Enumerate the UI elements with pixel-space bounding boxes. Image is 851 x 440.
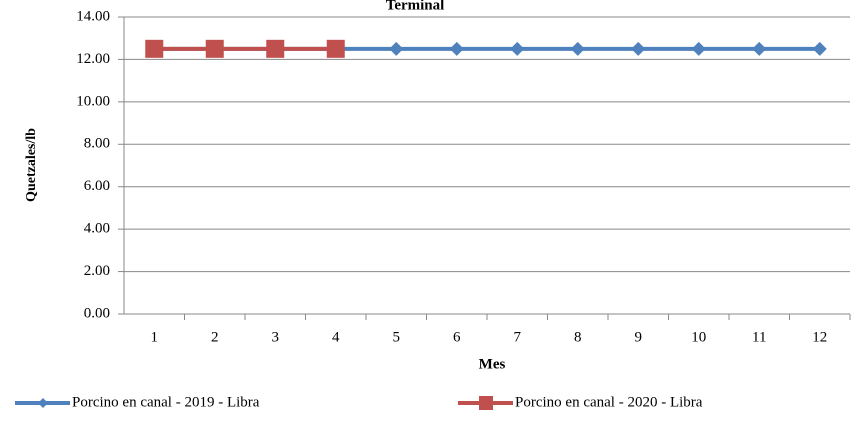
data-point: [752, 41, 767, 56]
x-tick-label: 10: [691, 329, 706, 345]
y-tick-label: 12.00: [76, 51, 110, 67]
x-tick-label: 5: [393, 329, 401, 345]
data-point: [449, 41, 464, 56]
legend-label: Porcino en canal - 2020 - Libra: [515, 394, 703, 410]
y-tick-label: 0.00: [84, 305, 110, 321]
y-tick-label: 14.00: [76, 8, 110, 24]
x-tick-label: 8: [574, 329, 582, 345]
data-point: [389, 41, 404, 56]
legend-label: Porcino en canal - 2019 - Libra: [72, 394, 260, 410]
data-point: [691, 41, 706, 56]
y-tick-label: 4.00: [84, 221, 110, 237]
data-point: [145, 39, 164, 58]
y-tick-label: 8.00: [84, 136, 110, 152]
x-axis-label: Mes: [479, 356, 506, 372]
data-point: [510, 41, 525, 56]
data-point: [205, 39, 224, 58]
x-tick-label: 4: [332, 329, 340, 345]
x-tick-label: 11: [752, 329, 766, 345]
y-tick-label: 6.00: [84, 178, 110, 194]
legend-marker: [479, 396, 493, 410]
x-tick-label: 6: [453, 329, 461, 345]
data-point: [266, 39, 285, 58]
x-tick-label: 2: [211, 329, 219, 345]
x-tick-label: 3: [272, 329, 280, 345]
data-point: [326, 39, 345, 58]
x-tick-label: 7: [514, 329, 522, 345]
y-axis-label: Quetzales/lb: [24, 128, 39, 202]
chart-title: Terminal: [386, 0, 445, 13]
data-point: [570, 41, 585, 56]
y-tick-label: 10.00: [76, 93, 110, 109]
data-point: [631, 41, 646, 56]
legend-marker: [38, 398, 48, 408]
x-tick-label: 12: [812, 329, 827, 345]
data-point: [812, 41, 827, 56]
x-tick-label: 9: [635, 329, 643, 345]
x-tick-label: 1: [151, 329, 159, 345]
y-tick-label: 2.00: [84, 263, 110, 279]
